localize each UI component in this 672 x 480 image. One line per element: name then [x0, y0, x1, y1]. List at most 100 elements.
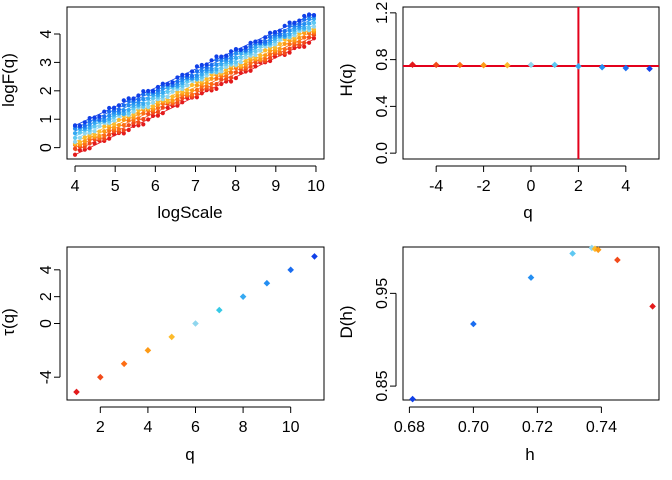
data-point	[302, 40, 307, 45]
data-point	[287, 28, 292, 33]
data-point	[224, 70, 229, 76]
points-group	[72, 12, 317, 157]
data-point	[126, 127, 131, 133]
data-point	[214, 67, 219, 72]
panel-logF-vs-logScale: 4 5 6 7 8 9 10 0 1 2 3 4 logScale logF(q)	[0, 6, 325, 222]
data-point	[287, 50, 292, 55]
data-point	[160, 105, 165, 110]
data-point	[72, 131, 78, 136]
data-point	[263, 39, 268, 44]
fit-line	[74, 38, 315, 156]
data-point	[287, 42, 292, 47]
data-point	[267, 52, 273, 57]
data-point	[97, 373, 104, 381]
data-point	[199, 87, 204, 92]
data-point	[302, 44, 307, 49]
data-point	[297, 18, 302, 23]
data-point	[258, 39, 263, 44]
data-point	[243, 55, 248, 60]
data-point	[175, 93, 180, 98]
data-point	[107, 109, 112, 114]
data-point	[306, 40, 312, 45]
data-point	[282, 47, 287, 52]
data-point	[297, 35, 302, 40]
data-point	[228, 75, 234, 80]
data-point	[72, 135, 78, 141]
y-axis-label-D: D(h)	[337, 305, 356, 338]
data-point	[175, 90, 180, 95]
x-tick-label: -4	[429, 178, 443, 195]
data-point	[282, 51, 287, 56]
data-point	[141, 117, 146, 122]
data-point	[575, 62, 582, 70]
data-point	[306, 16, 312, 21]
data-point	[233, 55, 239, 61]
data-point	[175, 82, 180, 87]
data-point	[267, 38, 273, 43]
data-point	[189, 88, 195, 93]
data-point	[248, 40, 253, 45]
data-point	[170, 94, 175, 99]
y-axis-H: 0.0 0.4 0.8 1.2	[374, 2, 397, 164]
x-axis-label-q: q	[523, 203, 532, 222]
data-point	[209, 81, 214, 87]
data-point	[116, 103, 122, 108]
data-point	[82, 138, 87, 144]
y-tick-label: 4	[38, 265, 55, 274]
data-point	[107, 132, 112, 137]
x-tick-label: 9	[271, 178, 280, 195]
data-point	[219, 62, 224, 67]
x-tick-label: 10	[307, 178, 325, 195]
data-point	[527, 274, 535, 281]
data-point	[302, 17, 307, 22]
data-point	[136, 116, 141, 121]
data-point	[189, 82, 195, 88]
y-tick-label: 1.2	[374, 2, 391, 24]
data-point	[111, 125, 117, 130]
data-point	[185, 83, 190, 88]
data-point	[297, 39, 302, 45]
x-tick-label: 6	[151, 178, 160, 195]
y-tick-label: 0.85	[374, 370, 391, 401]
data-point	[126, 107, 131, 113]
data-point	[219, 66, 224, 71]
data-point	[77, 130, 83, 135]
data-point	[263, 53, 268, 58]
data-point	[141, 96, 146, 102]
y-axis-label-tau: τ(q)	[0, 308, 18, 336]
data-point	[155, 109, 161, 115]
data-point	[267, 30, 273, 35]
data-point	[224, 53, 229, 58]
data-point	[121, 103, 126, 108]
data-point	[209, 66, 214, 72]
y-tick-label: 0.8	[374, 48, 391, 70]
data-point	[121, 111, 126, 116]
data-point	[311, 12, 317, 18]
data-point	[238, 55, 243, 60]
data-point	[175, 79, 180, 84]
y-tick-label: 0.4	[374, 95, 391, 117]
data-point	[219, 81, 224, 87]
data-point	[594, 246, 602, 254]
data-point	[243, 45, 248, 50]
data-point	[136, 96, 141, 102]
data-point	[263, 48, 268, 53]
y-tick-label: 0.95	[374, 278, 391, 309]
x-tick-label: 10	[282, 419, 300, 436]
data-point	[238, 70, 243, 76]
data-point	[175, 75, 180, 80]
data-point	[150, 113, 156, 119]
data-point	[228, 79, 234, 84]
data-point	[228, 52, 234, 57]
data-point	[194, 95, 200, 100]
data-point	[194, 87, 200, 93]
data-point	[111, 118, 117, 123]
data-point	[77, 123, 83, 128]
data-point	[258, 56, 263, 62]
data-point	[160, 86, 165, 91]
data-point	[551, 61, 559, 69]
data-point	[194, 92, 200, 97]
y-tick-label: 0	[38, 143, 55, 152]
data-point	[267, 34, 273, 39]
data-point	[272, 42, 278, 47]
